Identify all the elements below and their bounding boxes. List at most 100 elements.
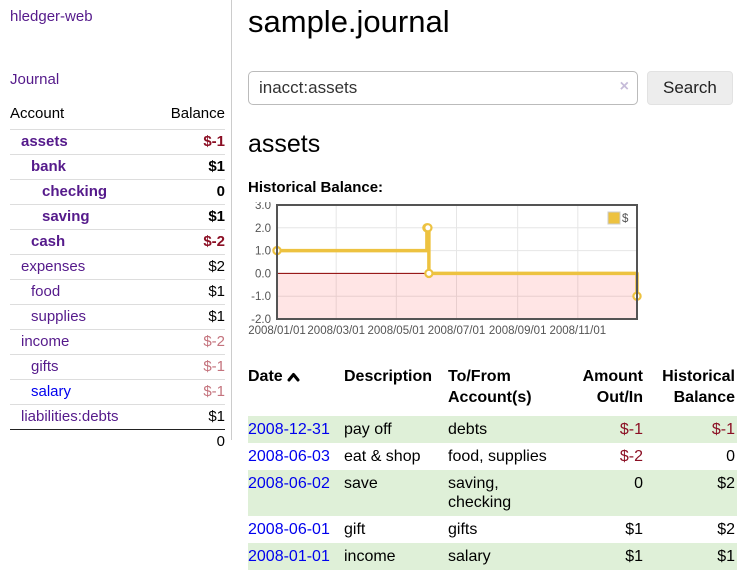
register-row: 2008-06-02 save saving, checking 0 $2 [248, 470, 737, 516]
account-row: cash $-2 [10, 229, 225, 255]
account-column-header: Account [10, 105, 65, 122]
svg-text:3.0: 3.0 [255, 202, 271, 212]
register-date-link[interactable]: 2008-06-03 [248, 448, 330, 465]
chart-container: 3.0 2.0 1.0 0.0 -1.0 -2.0 2008/01/01 2008/03/01… [246, 200, 740, 345]
register-date-link[interactable]: 2008-06-02 [248, 475, 330, 492]
register-amount: $-1 [573, 416, 645, 443]
sidebar-account-link-salary[interactable]: salary [31, 383, 72, 400]
svg-text:-1.0: -1.0 [251, 291, 271, 303]
account-row: saving $1 [10, 204, 225, 230]
account-row: expenses $2 [10, 254, 225, 280]
register-row: 2008-01-01 income salary $1 $1 [248, 543, 737, 570]
account-balance: $-1 [153, 354, 225, 380]
balance-column-header: Historical Balance [662, 368, 735, 406]
search-form: × Search ? [248, 71, 740, 105]
accounts-total-row: 0 [10, 429, 225, 454]
accounts-table: Account Balance assets $-1 bank $1 check… [10, 103, 225, 454]
account-row: salary $-1 [10, 379, 225, 405]
register-row: 2008-06-01 gift gifts $1 $2 [248, 516, 737, 543]
register-description: pay off [344, 416, 448, 443]
register-description: income [344, 543, 448, 570]
sidebar-account-link-cash[interactable]: cash [31, 233, 66, 250]
register-balance: $-1 [645, 416, 737, 443]
account-balance: $1 [153, 304, 225, 330]
account-balance: 0 [153, 179, 225, 205]
search-input[interactable] [248, 71, 638, 105]
amount-column-header: Amount Out/In [582, 368, 643, 406]
sort-ascending-icon [287, 367, 300, 388]
register-date-link[interactable]: 2008-12-31 [248, 421, 330, 438]
account-balance: $1 [153, 404, 225, 430]
register-balance: $1 [645, 543, 737, 570]
register-accounts: gifts [448, 521, 478, 538]
svg-text:-2.0: -2.0 [251, 314, 271, 326]
sidebar-account-link-bank[interactable]: bank [31, 158, 67, 175]
account-balance: $-2 [153, 229, 225, 255]
account-row: bank $1 [10, 154, 225, 180]
register-table: Date Description To/From Account(s) Amou… [248, 364, 737, 570]
svg-text:2008/05/01: 2008/05/01 [368, 325, 426, 337]
account-row: gifts $-1 [10, 354, 225, 380]
account-balance: $1 [153, 154, 225, 180]
account-balance: $1 [153, 204, 225, 230]
brand-link[interactable]: hledger-web [10, 8, 93, 25]
account-balance: $1 [153, 279, 225, 305]
accounts-total-value: 0 [153, 429, 225, 454]
register-header-row: Date Description To/From Account(s) Amou… [248, 364, 737, 416]
svg-text:2008/09/01: 2008/09/01 [489, 325, 547, 337]
account-row: liabilities:debts $1 [10, 404, 225, 430]
svg-text:2008/11/01: 2008/11/01 [549, 325, 606, 337]
register-balance: $2 [645, 470, 737, 516]
svg-text:$: $ [622, 213, 629, 225]
register-amount: $-2 [619, 448, 643, 465]
account-balance: $-1 [153, 129, 225, 155]
account-row: food $1 [10, 279, 225, 305]
accounts-table-header: Account Balance [10, 103, 225, 130]
sidebar-account-link-assets[interactable]: assets [21, 133, 68, 150]
register-description: save [344, 470, 448, 516]
sidebar-account-link-liabilities-debts[interactable]: liabilities:debts [21, 408, 119, 425]
description-column-header: Description [344, 368, 433, 385]
register-amount: 0 [573, 470, 645, 516]
svg-text:1.0: 1.0 [255, 246, 271, 258]
clear-search-icon[interactable]: × [619, 78, 629, 95]
register-date-link[interactable]: 2008-01-01 [248, 548, 330, 565]
register-accounts: saving, checking [448, 470, 573, 516]
sidebar-item-journal[interactable]: Journal [10, 71, 60, 88]
main-content: sample.journal × Search ? assets Histori… [248, 0, 740, 570]
account-row: supplies $1 [10, 304, 225, 330]
svg-text:2008/03/01: 2008/03/01 [307, 325, 365, 337]
chart-title: Historical Balance: [248, 179, 384, 196]
register-balance: 0 [726, 448, 735, 465]
sidebar-account-link-checking[interactable]: checking [42, 183, 108, 200]
register-amount: $1 [625, 521, 643, 538]
sidebar-account-link-gifts[interactable]: gifts [31, 358, 59, 375]
page-title: sample.journal [248, 4, 450, 39]
sidebar: hledger-web Journal Account Balance asse… [0, 0, 232, 454]
search-input-wrap: × [248, 71, 638, 105]
account-row: checking 0 [10, 179, 225, 205]
register-balance: $2 [717, 521, 735, 538]
svg-text:2008/01/01: 2008/01/01 [248, 325, 306, 337]
sidebar-account-link-saving[interactable]: saving [42, 208, 90, 225]
account-row: assets $-1 [10, 129, 225, 155]
sidebar-account-link-income[interactable]: income [21, 333, 70, 350]
account-row: income $-2 [10, 329, 225, 355]
sidebar-account-link-expenses[interactable]: expenses [21, 258, 86, 275]
account-balance: $-2 [153, 329, 225, 355]
register-row: 2008-06-03 eat & shop food, supplies $-2… [248, 443, 737, 470]
register-row: 2008-12-31 pay off debts $-1 $-1 [248, 416, 737, 443]
account-balance: $-1 [153, 379, 225, 405]
date-column-header[interactable]: Date [248, 364, 344, 416]
search-button[interactable]: Search [647, 71, 733, 105]
svg-text:0.0: 0.0 [255, 268, 271, 280]
svg-text:2008/07/01: 2008/07/01 [428, 325, 486, 337]
register-description: eat & shop [344, 448, 421, 465]
balance-column-header: Balance [170, 105, 225, 122]
register-accounts: food, supplies [448, 448, 547, 465]
register-description: gift [344, 521, 366, 538]
register-date-link[interactable]: 2008-06-01 [248, 521, 330, 538]
sidebar-account-link-food[interactable]: food [31, 283, 61, 300]
sidebar-account-link-supplies[interactable]: supplies [31, 308, 87, 325]
